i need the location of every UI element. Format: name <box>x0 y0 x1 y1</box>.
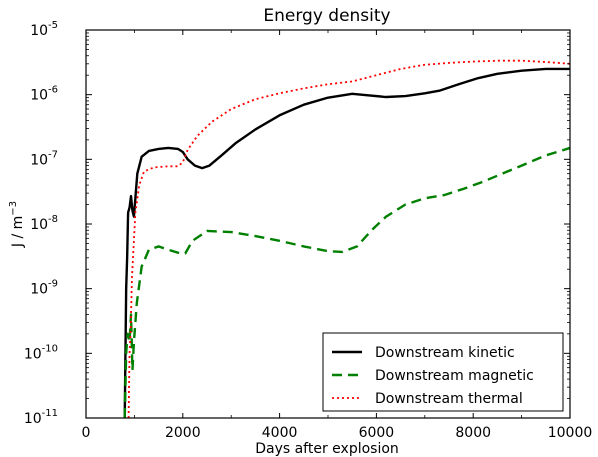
y-tick-label: 10-11 <box>24 408 58 427</box>
y-tick-label: 10-6 <box>30 85 58 104</box>
chart-title: Energy density <box>263 6 390 26</box>
x-tick-label: 6000 <box>359 425 395 441</box>
y-tick-label-exponent: -8 <box>48 214 58 225</box>
legend-label: Downstream magnetic <box>375 368 534 384</box>
series-line-downstream-thermal <box>127 59 570 418</box>
y-tick-label-exponent: -10 <box>42 343 58 354</box>
x-tick-label: 0 <box>82 425 91 441</box>
y-tick-label-exponent: -9 <box>48 279 58 290</box>
x-tick-label: 2000 <box>165 425 201 441</box>
y-tick-label: 10-5 <box>30 20 58 39</box>
y-tick-label-exponent: -7 <box>48 149 58 160</box>
legend-label: Downstream kinetic <box>375 345 515 361</box>
y-tick-label-exponent: -11 <box>42 408 58 419</box>
y-tick-label: 10-10 <box>24 343 58 362</box>
y-axis-label-exponent: −3 <box>8 201 19 216</box>
y-tick-label-exponent: -5 <box>48 20 58 31</box>
series-line-downstream-magnetic <box>123 146 570 418</box>
y-tick-label: 10-9 <box>30 279 58 298</box>
series-line-downstream-kinetic <box>123 67 570 418</box>
y-axis-label-text: J / m <box>10 216 26 248</box>
y-axis-label: J / m−3 <box>8 201 26 248</box>
x-tick-label: 8000 <box>455 425 491 441</box>
y-tick-label: 10-8 <box>30 214 58 233</box>
legend: Downstream kinetic Downstream magnetic Dow… <box>322 332 564 412</box>
y-tick-label-exponent: -6 <box>48 85 58 96</box>
x-tick-label: 4000 <box>262 425 298 441</box>
legend-box <box>322 332 564 412</box>
legend-label: Downstream thermal <box>375 391 523 407</box>
x-axis-label: Days after explosion <box>255 441 399 457</box>
x-tick-label: 10000 <box>548 425 593 441</box>
y-tick-label: 10-7 <box>30 149 58 168</box>
